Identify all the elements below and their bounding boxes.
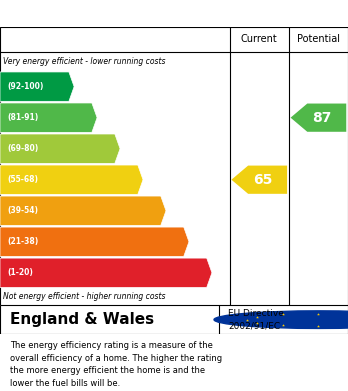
Text: G: G: [213, 265, 226, 280]
Text: Not energy efficient - higher running costs: Not energy efficient - higher running co…: [3, 292, 166, 301]
Text: EU Directive
2002/91/EC: EU Directive 2002/91/EC: [228, 309, 284, 330]
Polygon shape: [0, 258, 212, 287]
Text: England & Wales: England & Wales: [10, 312, 155, 327]
Polygon shape: [0, 72, 74, 101]
Text: Potential: Potential: [297, 34, 340, 44]
Text: E: E: [167, 203, 178, 218]
Text: the more energy efficient the home is and the: the more energy efficient the home is an…: [10, 366, 206, 375]
Text: (39-54): (39-54): [7, 206, 38, 215]
Text: B: B: [98, 110, 110, 125]
Text: C: C: [121, 141, 133, 156]
Text: 87: 87: [312, 111, 332, 125]
Polygon shape: [0, 165, 143, 194]
Text: Energy Efficiency Rating: Energy Efficiency Rating: [10, 4, 258, 22]
Text: The energy efficiency rating is a measure of the: The energy efficiency rating is a measur…: [10, 341, 213, 350]
Polygon shape: [231, 165, 287, 194]
Text: overall efficiency of a home. The higher the rating: overall efficiency of a home. The higher…: [10, 353, 223, 362]
Text: (1-20): (1-20): [7, 268, 33, 277]
Polygon shape: [0, 134, 120, 163]
Text: (69-80): (69-80): [7, 144, 38, 153]
Text: 65: 65: [253, 173, 272, 187]
Polygon shape: [0, 196, 166, 225]
Circle shape: [214, 311, 348, 328]
Text: (21-38): (21-38): [7, 237, 38, 246]
Text: (81-91): (81-91): [7, 113, 38, 122]
Text: A: A: [76, 79, 87, 94]
Text: D: D: [144, 172, 157, 187]
Text: lower the fuel bills will be.: lower the fuel bills will be.: [10, 378, 121, 387]
Text: Very energy efficient - lower running costs: Very energy efficient - lower running co…: [3, 57, 166, 66]
Text: Current: Current: [241, 34, 278, 44]
Polygon shape: [0, 227, 189, 256]
Polygon shape: [291, 104, 346, 132]
Text: (55-68): (55-68): [7, 175, 38, 184]
Text: F: F: [190, 234, 201, 249]
Text: (92-100): (92-100): [7, 82, 44, 91]
Polygon shape: [0, 103, 97, 132]
